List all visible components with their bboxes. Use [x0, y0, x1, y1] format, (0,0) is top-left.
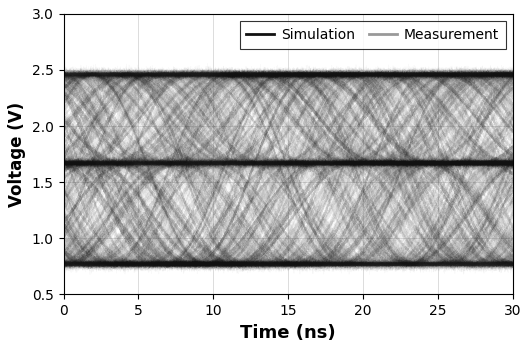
Y-axis label: Voltage (V): Voltage (V)	[8, 102, 26, 206]
Legend: Simulation, Measurement: Simulation, Measurement	[240, 21, 506, 49]
X-axis label: Time (ns): Time (ns)	[241, 324, 336, 342]
